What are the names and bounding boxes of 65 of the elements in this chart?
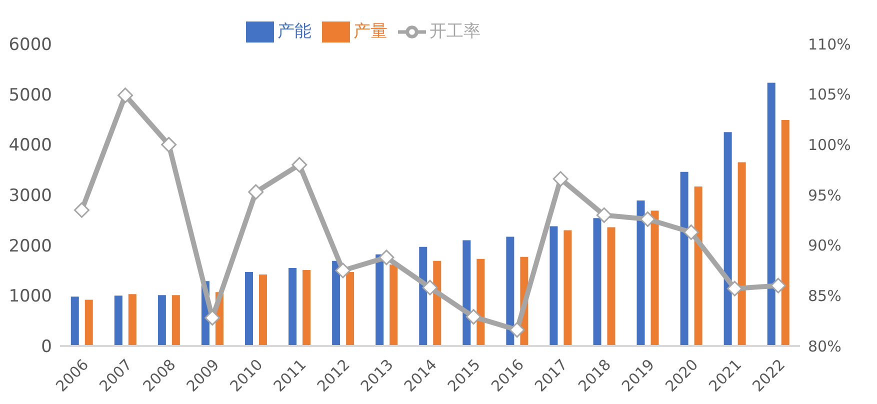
y2-tick-label: 100% — [808, 136, 851, 154]
bar — [462, 240, 471, 346]
point — [422, 280, 438, 296]
point — [770, 278, 786, 294]
y2-tick-label: 85% — [808, 286, 842, 305]
bar — [564, 230, 572, 346]
legend-label: 产能 — [278, 22, 312, 42]
bar — [332, 260, 340, 346]
bar — [506, 236, 514, 346]
point — [552, 171, 568, 187]
y2-tick-label: 95% — [808, 186, 842, 204]
legend-label: 产量 — [354, 22, 388, 42]
bar — [288, 268, 297, 346]
point — [466, 309, 482, 325]
y2-tick-label: 105% — [808, 86, 851, 104]
bar — [172, 295, 180, 346]
bar — [259, 274, 267, 346]
point — [161, 136, 177, 152]
point — [292, 157, 308, 173]
point — [335, 262, 351, 278]
bar — [650, 210, 659, 346]
bar — [767, 82, 776, 346]
y-tick-label: 0 — [41, 337, 52, 358]
point — [204, 310, 220, 326]
bar — [346, 272, 354, 346]
y-tick-label: 3000 — [8, 186, 52, 206]
point — [509, 322, 525, 338]
bar — [607, 227, 616, 346]
y2-tick-label: 80% — [808, 337, 842, 356]
bar — [738, 162, 746, 346]
bar — [433, 260, 442, 346]
bar — [476, 258, 485, 346]
bar — [550, 226, 558, 346]
y-tick-label: 2000 — [8, 236, 52, 256]
y-tick-label: 6000 — [8, 35, 52, 56]
bar — [419, 246, 428, 346]
point — [683, 224, 699, 240]
bar — [128, 294, 136, 346]
bar — [593, 218, 602, 346]
point — [248, 184, 264, 200]
bar — [302, 270, 311, 346]
bar — [694, 186, 702, 346]
bar — [84, 300, 93, 346]
point — [378, 250, 394, 266]
legend-label: 开工率 — [430, 22, 480, 42]
bar — [376, 254, 384, 346]
y-tick-label: 4000 — [8, 136, 52, 156]
point — [596, 207, 612, 223]
point — [118, 88, 134, 104]
bar — [781, 120, 790, 346]
bar — [724, 132, 732, 346]
point — [74, 202, 90, 218]
y2-tick-label: 110% — [808, 35, 851, 54]
bar — [158, 295, 166, 346]
point — [640, 211, 656, 227]
bar — [70, 296, 79, 346]
y-tick-label: 1000 — [8, 286, 52, 307]
y2-tick-label: 90% — [808, 236, 842, 255]
bar — [680, 172, 688, 346]
point — [726, 280, 742, 296]
bar — [636, 200, 645, 346]
bar — [114, 296, 122, 346]
bar — [245, 272, 253, 346]
bar — [390, 264, 398, 346]
y-tick-label: 5000 — [8, 85, 52, 106]
